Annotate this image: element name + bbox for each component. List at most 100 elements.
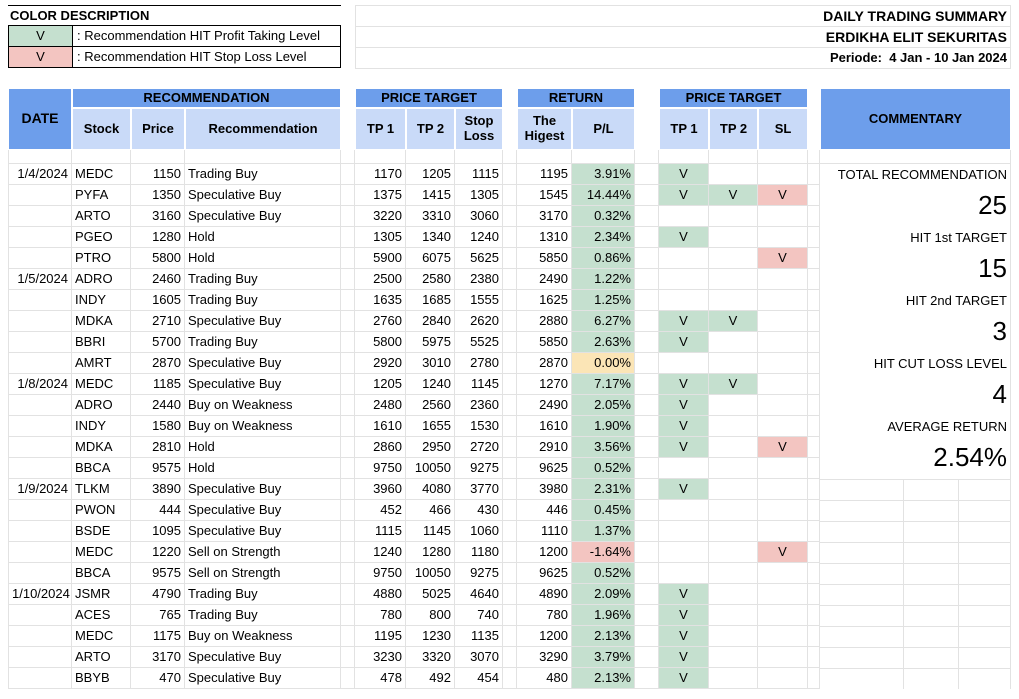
cell-pl[interactable]: 1.37% <box>572 521 635 542</box>
cell-price[interactable]: 2460 <box>131 269 185 290</box>
cell-stop-loss[interactable]: 9275 <box>455 563 503 584</box>
cell-hit-tp1[interactable] <box>659 500 709 521</box>
cell-stop-loss[interactable]: 1555 <box>455 290 503 311</box>
cell-highest[interactable]: 1625 <box>517 290 572 311</box>
cell-tp1[interactable]: 3230 <box>355 647 406 668</box>
cell-stock[interactable]: PTRO <box>72 248 131 269</box>
cell-tp2[interactable]: 1685 <box>406 290 455 311</box>
cell-pl[interactable]: 0.32% <box>572 206 635 227</box>
cell-tp1[interactable]: 2920 <box>355 353 406 374</box>
cell-hit-tp2[interactable] <box>709 290 758 311</box>
cell-stock[interactable]: PWON <box>72 500 131 521</box>
cell-highest[interactable]: 5850 <box>517 248 572 269</box>
header-date[interactable]: DATE <box>8 88 72 150</box>
cell-pl[interactable]: 3.79% <box>572 647 635 668</box>
cell-hit-tp1[interactable]: V <box>659 437 709 458</box>
cell-price[interactable]: 2710 <box>131 311 185 332</box>
cell-hit-tp2[interactable]: V <box>709 374 758 395</box>
cell-tp1[interactable]: 1115 <box>355 521 406 542</box>
cell-stop-loss[interactable]: 1115 <box>455 164 503 185</box>
cell-stock[interactable]: MDKA <box>72 311 131 332</box>
cell-hit-tp1[interactable] <box>659 563 709 584</box>
cell-tp2[interactable]: 1655 <box>406 416 455 437</box>
cell-hit-sl[interactable] <box>758 416 808 437</box>
cell-recommendation[interactable]: Speculative Buy <box>185 647 341 668</box>
cell-tp1[interactable]: 1240 <box>355 542 406 563</box>
cell-hit-tp1[interactable] <box>659 248 709 269</box>
commentary-label[interactable]: HIT 1st TARGET <box>910 230 1007 245</box>
cell-tp1[interactable]: 1375 <box>355 185 406 206</box>
cell-tp1[interactable]: 2860 <box>355 437 406 458</box>
cell-hit-tp2[interactable] <box>709 458 758 479</box>
cell-tp1[interactable]: 1195 <box>355 626 406 647</box>
cell-tp2[interactable]: 4080 <box>406 479 455 500</box>
cell-pl[interactable]: 6.27% <box>572 311 635 332</box>
cell-tp2[interactable]: 1240 <box>406 374 455 395</box>
cell-hit-tp1[interactable] <box>659 290 709 311</box>
cell-tp1[interactable]: 9750 <box>355 458 406 479</box>
cell-pl[interactable]: 0.45% <box>572 500 635 521</box>
cell-stop-loss[interactable]: 3060 <box>455 206 503 227</box>
cell-price[interactable]: 765 <box>131 605 185 626</box>
cell-price[interactable]: 2440 <box>131 395 185 416</box>
cell-stop-loss[interactable]: 2360 <box>455 395 503 416</box>
cell-recommendation[interactable]: Trading Buy <box>185 332 341 353</box>
cell-tp2[interactable]: 466 <box>406 500 455 521</box>
cell-date[interactable] <box>8 668 72 689</box>
cell-price[interactable]: 5800 <box>131 248 185 269</box>
cell-highest[interactable]: 3980 <box>517 479 572 500</box>
cell-stock[interactable]: MEDC <box>72 164 131 185</box>
cell-recommendation[interactable]: Speculative Buy <box>185 500 341 521</box>
cell-tp1[interactable]: 5900 <box>355 248 406 269</box>
cell-hit-tp2[interactable] <box>709 647 758 668</box>
cell-recommendation[interactable]: Sell on Strength <box>185 542 341 563</box>
commentary-label[interactable]: HIT 2nd TARGET <box>905 293 1007 308</box>
cell-price[interactable]: 1605 <box>131 290 185 311</box>
cell-recommendation[interactable]: Speculative Buy <box>185 311 341 332</box>
cell-hit-tp2[interactable] <box>709 563 758 584</box>
cell-highest[interactable]: 5850 <box>517 332 572 353</box>
cell-date[interactable] <box>8 563 72 584</box>
cell-hit-tp1[interactable]: V <box>659 311 709 332</box>
header-group-return[interactable]: RETURN <box>517 88 635 108</box>
cell-recommendation[interactable]: Trading Buy <box>185 164 341 185</box>
header-tp2-right[interactable]: TP 2 <box>709 108 758 150</box>
header-group-price-target-1[interactable]: PRICE TARGET <box>355 88 503 108</box>
cell-pl[interactable]: 0.00% <box>572 353 635 374</box>
cell-stop-loss[interactable]: 1145 <box>455 374 503 395</box>
cell-date[interactable] <box>8 521 72 542</box>
cell-tp1[interactable]: 452 <box>355 500 406 521</box>
commentary-value-hit-2nd-target[interactable]: 3 <box>992 316 1007 346</box>
cell-hit-tp2[interactable] <box>709 542 758 563</box>
cell-hit-tp2[interactable] <box>709 437 758 458</box>
cell-highest[interactable]: 2870 <box>517 353 572 374</box>
cell-pl[interactable]: -1.64% <box>572 542 635 563</box>
cell-hit-tp2[interactable] <box>709 227 758 248</box>
cell-pl[interactable]: 2.63% <box>572 332 635 353</box>
cell-recommendation[interactable]: Hold <box>185 227 341 248</box>
cell-hit-tp2[interactable] <box>709 353 758 374</box>
cell-pl[interactable]: 1.25% <box>572 290 635 311</box>
cell-pl[interactable]: 0.86% <box>572 248 635 269</box>
cell-hit-tp1[interactable] <box>659 521 709 542</box>
cell-stop-loss[interactable]: 2720 <box>455 437 503 458</box>
cell-tp1[interactable]: 780 <box>355 605 406 626</box>
cell-date[interactable] <box>8 626 72 647</box>
cell-price[interactable]: 1095 <box>131 521 185 542</box>
cell-hit-tp1[interactable]: V <box>659 605 709 626</box>
cell-tp1[interactable]: 1305 <box>355 227 406 248</box>
cell-date[interactable] <box>8 458 72 479</box>
cell-price[interactable]: 444 <box>131 500 185 521</box>
cell-recommendation[interactable]: Hold <box>185 437 341 458</box>
cell-hit-tp2[interactable] <box>709 206 758 227</box>
cell-date[interactable] <box>8 605 72 626</box>
cell-tp1[interactable]: 478 <box>355 668 406 689</box>
cell-tp2[interactable]: 6075 <box>406 248 455 269</box>
cell-tp2[interactable]: 1230 <box>406 626 455 647</box>
cell-stop-loss[interactable]: 3770 <box>455 479 503 500</box>
commentary-value-hit-cut-loss[interactable]: 4 <box>992 379 1007 409</box>
cell-stop-loss[interactable]: 2380 <box>455 269 503 290</box>
cell-stock[interactable]: ADRO <box>72 395 131 416</box>
cell-hit-tp2[interactable] <box>709 584 758 605</box>
cell-price[interactable]: 1280 <box>131 227 185 248</box>
